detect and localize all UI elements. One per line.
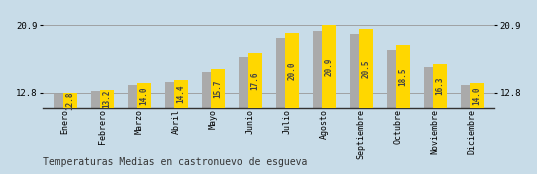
Text: 14.4: 14.4 (176, 85, 185, 103)
Bar (285, 33, 299, 108)
Bar (276, 38, 288, 108)
Bar (433, 64, 447, 108)
Text: 15.7: 15.7 (213, 79, 222, 98)
Bar (470, 83, 484, 108)
Bar (202, 72, 215, 108)
Bar (165, 82, 178, 108)
Text: 20.5: 20.5 (361, 59, 370, 78)
Text: Temperaturas Medias en castronuevo de esgueva: Temperaturas Medias en castronuevo de es… (43, 157, 307, 167)
Text: 17.6: 17.6 (250, 71, 259, 90)
Bar (313, 31, 325, 108)
Bar (322, 26, 336, 108)
Bar (91, 91, 104, 108)
Bar (461, 85, 474, 108)
Bar (54, 94, 67, 108)
Bar (248, 53, 262, 108)
Text: 20.9: 20.9 (324, 57, 333, 76)
Bar (424, 67, 437, 108)
Bar (387, 50, 400, 108)
Bar (63, 93, 77, 108)
Bar (174, 80, 188, 108)
Bar (211, 69, 225, 108)
Bar (239, 57, 252, 108)
Text: 14.0: 14.0 (472, 86, 481, 105)
Text: 14.0: 14.0 (140, 86, 148, 105)
Bar (396, 45, 410, 108)
Text: 18.5: 18.5 (398, 67, 407, 86)
Bar (350, 34, 362, 108)
Bar (128, 85, 141, 108)
Bar (100, 90, 114, 108)
Bar (359, 29, 373, 108)
Text: 20.0: 20.0 (287, 61, 296, 80)
Bar (137, 83, 151, 108)
Text: 13.2: 13.2 (103, 89, 111, 108)
Text: 12.8: 12.8 (66, 91, 75, 110)
Text: 16.3: 16.3 (435, 77, 444, 95)
